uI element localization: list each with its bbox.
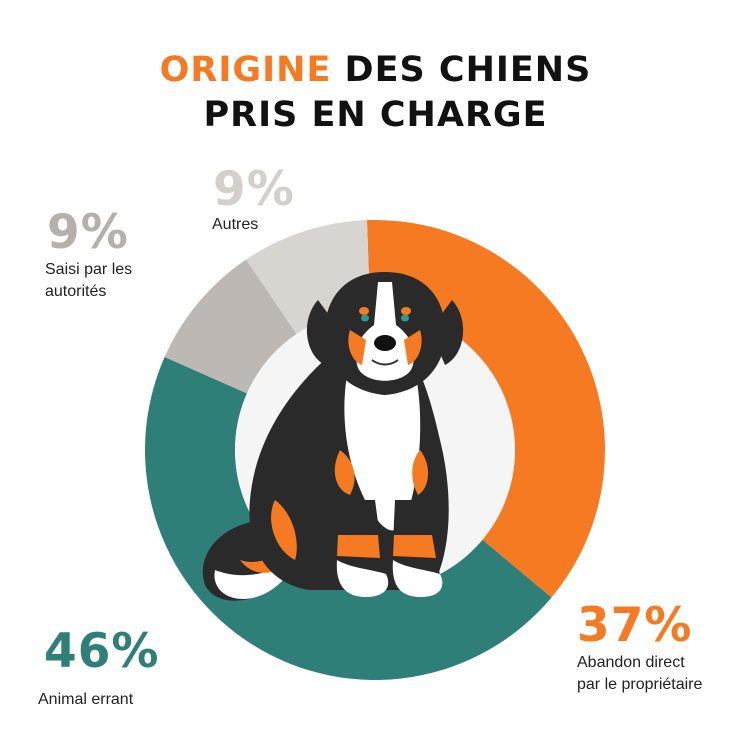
autres-percent: 9% [213,162,295,217]
title-line2: PRIS EN CHARGE [203,95,548,135]
title-line1-rest: DES CHIENS [331,50,592,90]
saisi-percent: 9% [47,205,129,260]
autres-label: Autres [212,216,259,233]
abandon-label-line1: Abandon direct [577,654,685,671]
dog-body [249,355,449,590]
saisi-label-line2: autorités [45,283,107,300]
abandon-percent: 37% [577,598,693,653]
slice-saisi [164,259,297,394]
saisi-label: Saisi par les autorités [45,259,132,303]
abandon-label: Abandon direct par le propriétaire [577,652,702,696]
title-accent: ORIGINE [159,50,332,90]
errant-label: Animal errant [38,691,134,708]
dog-head [306,272,464,395]
saisi-label-line1: Saisi par les [45,261,133,278]
errant-percent: 46% [44,624,160,679]
chart-title: ORIGINE DES CHIENS PRIS EN CHARGE [0,48,751,138]
dog-legs [334,500,443,597]
abandon-label-line2: par le propriétaire [577,676,703,693]
